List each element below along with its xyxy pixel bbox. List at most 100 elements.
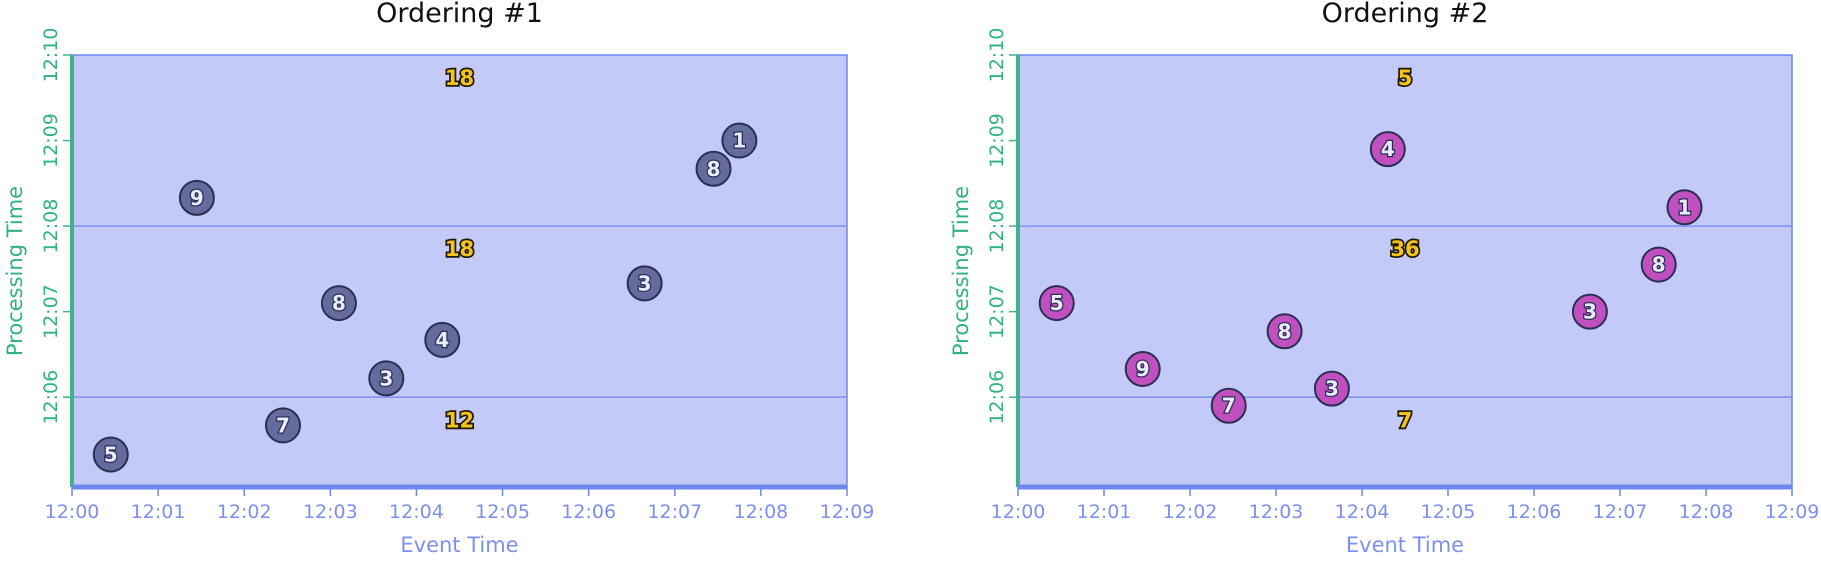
y-tick-label: 12:08 [986,199,1008,254]
window-sum-label: 18 [445,66,474,90]
x-tick-label: 12:04 [389,501,444,523]
x-tick-label: 12:06 [561,501,616,523]
ordering-2-chart: 12:00 12:01 12:02 12:03 12:04 12:05 12:06 12:07… [949,0,1819,557]
x-tick-label: 12:09 [1765,501,1820,523]
data-point: 9 [178,179,215,216]
data-point-label: 7 [1222,394,1236,418]
data-point-label: 5 [104,442,118,466]
y-tick-label: 12:06 [40,370,62,425]
data-point-label: 3 [1325,377,1339,401]
x-tick-label: 12:02 [217,501,272,523]
data-point-label: 8 [707,157,721,181]
x-tick-label: 12:02 [1163,501,1218,523]
data-point: 3 [626,265,663,302]
y-axis-label: Processing Time [3,186,27,356]
data-point-marker [695,150,732,187]
data-point: 3 [1313,370,1350,407]
y-tick-label: 12:09 [986,113,1008,168]
x-axis-label: Event Time [400,533,518,557]
data-point: 9 [1124,350,1161,387]
window-sum-label: 12 [445,408,474,432]
y-tick-label: 12:10 [986,28,1008,83]
data-point: 8 [320,285,357,322]
data-point: 1 [1666,189,1703,226]
data-point: 7 [1210,387,1247,424]
y-tick-label: 12:08 [40,199,62,254]
data-point-marker [1210,387,1247,424]
window-sum-label: 7 [1398,408,1413,432]
x-tick-label: 12:05 [475,501,530,523]
x-tick-label: 12:06 [1507,501,1562,523]
data-point-label: 1 [732,129,746,153]
x-axis-label: Event Time [1346,533,1464,557]
y-tick-label: 12:09 [40,113,62,168]
plot-area [71,54,848,488]
data-point-marker [92,436,129,473]
data-point-label: 8 [332,291,346,315]
data-point-label: 8 [1278,319,1292,343]
chart-title: Ordering #2 [1322,0,1489,29]
data-point-label: 4 [1381,137,1395,161]
data-point-marker [1038,285,1075,322]
x-tick-label: 12:07 [1593,501,1648,523]
x-tick-label: 12:07 [647,501,702,523]
y-tick-label: 12:07 [986,284,1008,339]
window-sum-label: 5 [1398,66,1413,90]
data-point: 1 [721,122,758,159]
ordering-1-chart: 12:00 12:01 12:02 12:03 12:04 12:05 12:06 12:07… [3,0,874,557]
data-point: 8 [1266,313,1303,350]
data-point-marker [368,360,405,397]
data-point: 5 [1038,285,1075,322]
x-tick-label: 12:08 [1679,501,1734,523]
y-axis-label: Processing Time [949,186,973,356]
data-point-label: 5 [1050,291,1064,315]
x-tick-label: 12:00 [991,501,1046,523]
x-tick-label: 12:03 [303,501,358,523]
data-point: 3 [368,360,405,397]
data-point-marker [1666,189,1703,226]
y-tick-label: 12:06 [986,370,1008,425]
data-point: 7 [264,407,301,444]
data-point-label: 7 [276,413,290,437]
data-point-marker [178,179,215,216]
data-point-marker [1571,293,1608,330]
data-point-marker [424,321,461,358]
x-tick-label: 12:08 [734,501,789,523]
y-tick-label: 12:10 [40,28,62,83]
data-point-marker [1124,350,1161,387]
data-point-label: 9 [1136,357,1150,381]
data-point-label: 1 [1678,195,1692,219]
chart-title: Ordering #1 [376,0,543,29]
x-tick-label: 12:04 [1335,501,1390,523]
data-point-marker [264,407,301,444]
data-point-marker [1369,131,1406,168]
data-point-marker [320,285,357,322]
data-point: 8 [1640,246,1677,283]
x-tick-label: 12:01 [131,501,186,523]
data-point: 5 [92,436,129,473]
data-point-label: 3 [1583,300,1597,324]
data-point-label: 4 [435,328,449,352]
x-tick-label: 12:03 [1249,501,1304,523]
data-point-marker [1640,246,1677,283]
data-point: 3 [1571,293,1608,330]
y-tick-label: 12:07 [40,284,62,339]
x-tick-label: 12:01 [1077,501,1132,523]
data-point: 4 [424,321,461,358]
window-sum-label: 18 [445,237,474,261]
data-point: 4 [1369,131,1406,168]
data-point-marker [1266,313,1303,350]
window-sum-label: 36 [1390,237,1419,261]
x-tick-label: 12:09 [820,501,875,523]
data-point-label: 8 [1652,253,1666,277]
data-point-marker [721,122,758,159]
data-point: 8 [695,150,732,187]
data-point-label: 3 [638,271,652,295]
data-point-label: 9 [190,186,204,210]
data-point-label: 3 [379,366,393,390]
data-point-marker [626,265,663,302]
x-tick-label: 12:05 [1421,501,1476,523]
x-tick-label: 12:00 [45,501,100,523]
data-point-marker [1313,370,1350,407]
